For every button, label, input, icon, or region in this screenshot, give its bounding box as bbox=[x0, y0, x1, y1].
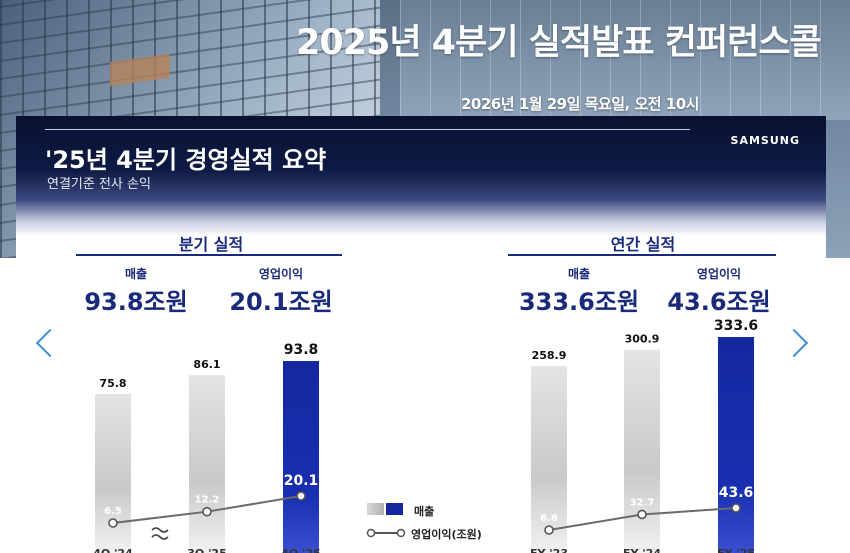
right-margin bbox=[826, 258, 850, 553]
a-sales-label-1: 300.9 bbox=[625, 333, 660, 346]
annual-sales-value: 333.6조원 bbox=[518, 288, 640, 316]
page-title: 2025년 4분기 실적발표 컨퍼런스콜 bbox=[296, 23, 822, 63]
annual-section-title: 연간 실적 bbox=[610, 235, 676, 254]
a-sales-bar-2 bbox=[718, 337, 754, 553]
legend-op-label: 영업이익(조원) bbox=[411, 528, 482, 541]
q-sales-label-0: 75.8 bbox=[99, 377, 126, 390]
quarterly-sales-label: 매출 bbox=[124, 267, 148, 281]
a-category-label-1: FY '24 bbox=[623, 547, 661, 553]
presentation-slide: '25년 4분기 경영실적 요약 연결기준 전사 손익 SAMSUNG 분기 실… bbox=[16, 116, 826, 553]
quarterly-section-title: 분기 실적 bbox=[178, 235, 244, 254]
q-sales-label-2: 93.8 bbox=[284, 342, 319, 358]
samsung-logo: SAMSUNG bbox=[730, 134, 800, 147]
annual-section-line bbox=[508, 254, 776, 256]
annual-sales-label: 매출 bbox=[567, 267, 591, 281]
a-sales-bar-1 bbox=[624, 349, 660, 553]
a-op-label-1: 32.7 bbox=[630, 497, 655, 508]
q-axis-break-icon bbox=[151, 527, 169, 540]
a-op-point-0 bbox=[544, 525, 554, 535]
a-op-label-0: 6.6 bbox=[540, 513, 558, 524]
slide-header bbox=[16, 116, 826, 236]
legend-sales-gray-swatch bbox=[367, 503, 384, 515]
a-category-label-2: FY '25 bbox=[717, 547, 755, 553]
a-sales-bar-0 bbox=[531, 366, 567, 553]
q-op-label-0: 6.5 bbox=[104, 506, 122, 517]
legend-op-line-icon bbox=[366, 528, 406, 538]
a-op-point-1 bbox=[637, 509, 647, 520]
q-sales-bar-1 bbox=[189, 375, 225, 553]
legend-sales-label: 매출 bbox=[414, 505, 435, 518]
quarterly-sales-value: 93.8조원 bbox=[84, 288, 188, 316]
a-category-label-0: FY '23 bbox=[530, 547, 568, 553]
a-sales-label-0: 258.9 bbox=[532, 349, 567, 362]
annual-op-value: 43.6조원 bbox=[667, 288, 771, 316]
left-margin bbox=[0, 258, 16, 553]
building-image-right bbox=[400, 0, 850, 120]
quarterly-op-value: 20.1조원 bbox=[229, 288, 333, 316]
annual-op-label: 영업이익 bbox=[696, 267, 742, 281]
q-op-label-1: 12.2 bbox=[195, 495, 220, 506]
a-op-label-2: 43.6 bbox=[719, 485, 754, 501]
q-category-label-2: 4Q '25 bbox=[281, 547, 321, 553]
legend-sales-blue-swatch bbox=[386, 503, 403, 515]
quarterly-op-label: 영업이익 bbox=[258, 267, 304, 281]
quarterly-section-line bbox=[76, 254, 342, 256]
q-op-label-2: 20.1 bbox=[284, 473, 319, 489]
slide-subtitle: 연결기준 전사 손익 bbox=[47, 177, 151, 192]
q-sales-bar-0 bbox=[95, 394, 131, 553]
q-op-point-1 bbox=[202, 506, 212, 517]
slide-title: '25년 4분기 경영실적 요약 bbox=[45, 146, 327, 174]
slide-divider bbox=[45, 129, 690, 130]
q-op-point-0 bbox=[108, 518, 118, 528]
q-sales-label-1: 86.1 bbox=[193, 358, 220, 371]
q-sales-bar-2 bbox=[283, 361, 319, 553]
charts-canvas: 75.8 86.1 93.8 6.5 12.2 20.1 4Q '24 3Q '25 4Q '2… bbox=[93, 318, 758, 553]
event-date: 2026년 1월 29일 목요일, 오전 10시 bbox=[461, 95, 699, 113]
a-op-point-2 bbox=[731, 503, 741, 513]
q-category-label-1: 3Q '25 bbox=[187, 547, 227, 553]
q-category-label-0: 4Q '24 bbox=[93, 547, 133, 553]
a-sales-label-2: 333.6 bbox=[714, 318, 758, 334]
q-op-point-2 bbox=[296, 491, 306, 501]
